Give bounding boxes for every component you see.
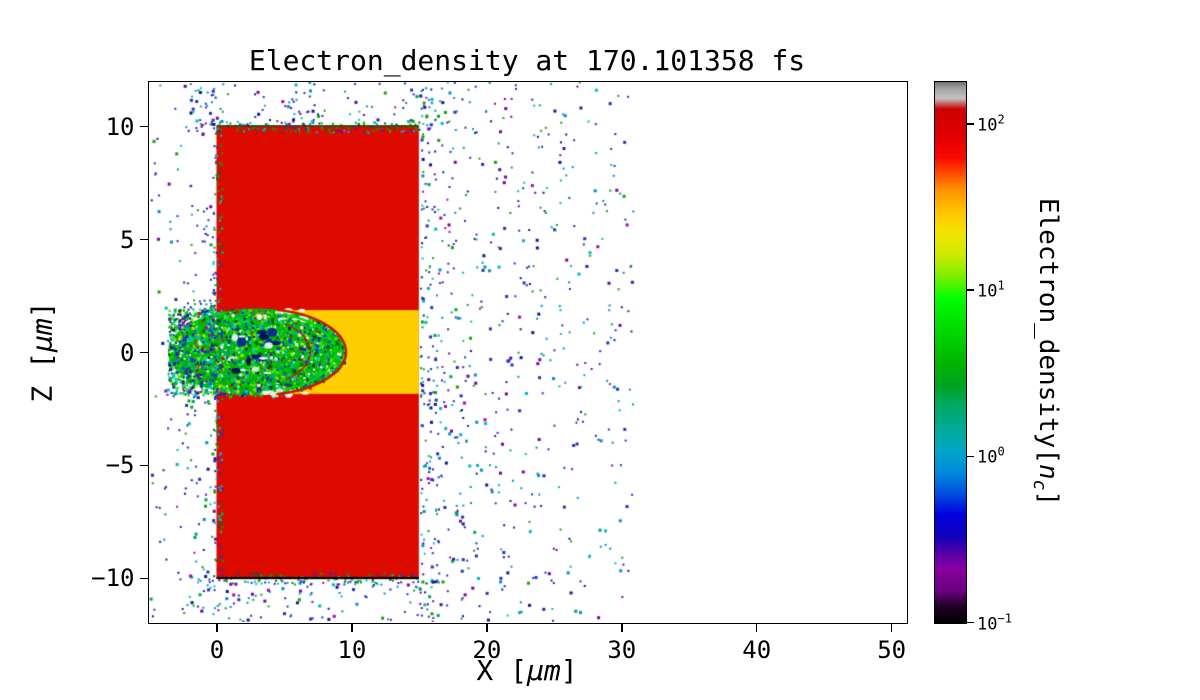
y-axis-label-post: ] [25,301,59,319]
x-tick-label: 20 [472,635,502,664]
y-tick-mark [140,125,148,128]
x-tick-label: 10 [337,635,367,664]
x-tick-label: 50 [877,635,907,664]
y-tick-label: 10 [105,112,135,141]
x-axis-label-post: ] [560,654,578,687]
y-tick-label: 0 [120,338,135,367]
heatmap-canvas [149,82,906,622]
colorbar-tick-mark [967,123,974,125]
colorbar-tick-mark [967,455,974,458]
colorbar-label-post: ] [1033,490,1064,507]
colorbar-label-var: n [1033,463,1064,480]
x-axis-label: X [μm] [476,654,577,687]
x-tick-mark [621,624,623,632]
x-tick-label: 40 [742,635,772,664]
y-axis-label-pre: Z [ [25,352,59,403]
y-tick-label: −5 [105,451,135,480]
x-tick-mark [351,624,353,632]
y-tick-mark [140,577,148,580]
plot-area [148,81,908,624]
y-tick-label: −10 [91,564,135,593]
x-tick-mark [890,624,893,632]
y-axis-label: Z [μm] [26,301,59,402]
colorbar-tick-label: 102 [977,112,1005,136]
colorbar-tick-mark [967,289,974,291]
colorbar-tick-label: 101 [977,278,1005,302]
colorbar-tick-label: 100 [977,445,1005,468]
colorbar-label-pre: Electron_density[ [1033,197,1064,464]
chart-title: Electron_density at 170.101358 fs [248,44,806,77]
colorbar-tick-mark [967,621,974,624]
x-tick-mark [216,624,218,632]
x-tick-label: 0 [209,635,225,664]
x-tick-mark [755,624,758,632]
colorbar [934,81,967,624]
x-tick-mark [486,624,488,632]
x-axis-label-pre: X [ [476,654,527,687]
y-tick-mark [140,238,148,241]
y-tick-label: 5 [120,225,135,254]
y-tick-mark [140,351,148,354]
x-tick-label: 30 [607,635,637,664]
x-axis-label-unit: μm [527,654,561,687]
colorbar-label-sub: c [1028,479,1050,491]
colorbar-label: Electron_density[nc] [1029,198,1063,506]
y-axis-label-unit: μm [25,318,59,352]
y-tick-mark [140,464,148,467]
colorbar-tick-label: 10−1 [977,611,1012,634]
